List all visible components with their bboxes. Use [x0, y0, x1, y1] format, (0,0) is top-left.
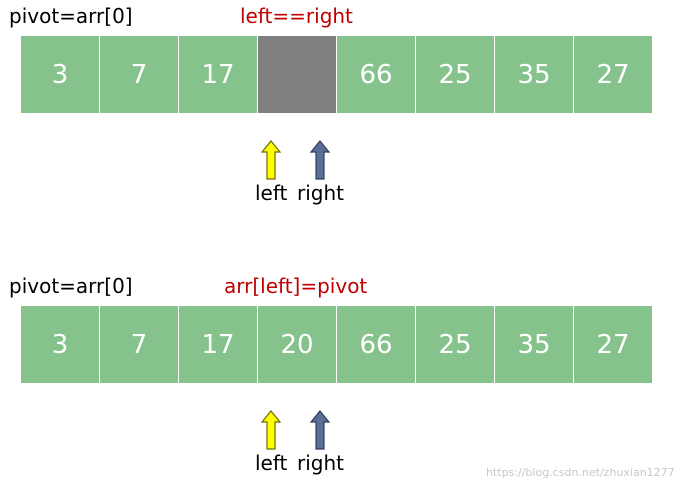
array-cell: 35	[495, 306, 573, 383]
left-pointer-arrow-icon	[260, 140, 282, 180]
right-pointer-arrow-icon	[309, 410, 331, 450]
array-row: 3 7 17 20 66 25 35 27	[21, 306, 653, 383]
array-cell: 66	[337, 306, 415, 383]
array-cell: 17	[179, 306, 257, 383]
left-pointer-arrow-icon	[260, 410, 282, 450]
array-cell: 20	[258, 306, 336, 383]
array-cell: 7	[100, 36, 178, 113]
array-cell: 27	[574, 306, 652, 383]
array-cell: 25	[416, 306, 494, 383]
left-pointer-label: left	[255, 181, 288, 205]
step-panel-1: pivot=arr[0] left==right 3 7 17 66 25 35…	[0, 0, 680, 230]
left-pointer-label: left	[255, 451, 288, 475]
step-panel-2: pivot=arr[0] arr[left]=pivot 3 7 17 20 6…	[0, 270, 680, 500]
array-cell-empty	[258, 36, 336, 113]
condition-note: left==right	[240, 4, 353, 28]
right-pointer-arrow-icon	[309, 140, 331, 180]
array-cell: 17	[179, 36, 257, 113]
pivot-label: pivot=arr[0]	[9, 4, 133, 28]
array-row: 3 7 17 66 25 35 27	[21, 36, 653, 113]
array-cell: 27	[574, 36, 652, 113]
array-cell: 66	[337, 36, 415, 113]
right-pointer-label: right	[297, 181, 344, 205]
assignment-note: arr[left]=pivot	[224, 274, 368, 298]
watermark: https://blog.csdn.net/zhuxian1277	[486, 466, 675, 479]
array-cell: 3	[21, 306, 99, 383]
array-cell: 7	[100, 306, 178, 383]
array-cell: 35	[495, 36, 573, 113]
pivot-label: pivot=arr[0]	[9, 274, 133, 298]
right-pointer-label: right	[297, 451, 344, 475]
array-cell: 3	[21, 36, 99, 113]
array-cell: 25	[416, 36, 494, 113]
